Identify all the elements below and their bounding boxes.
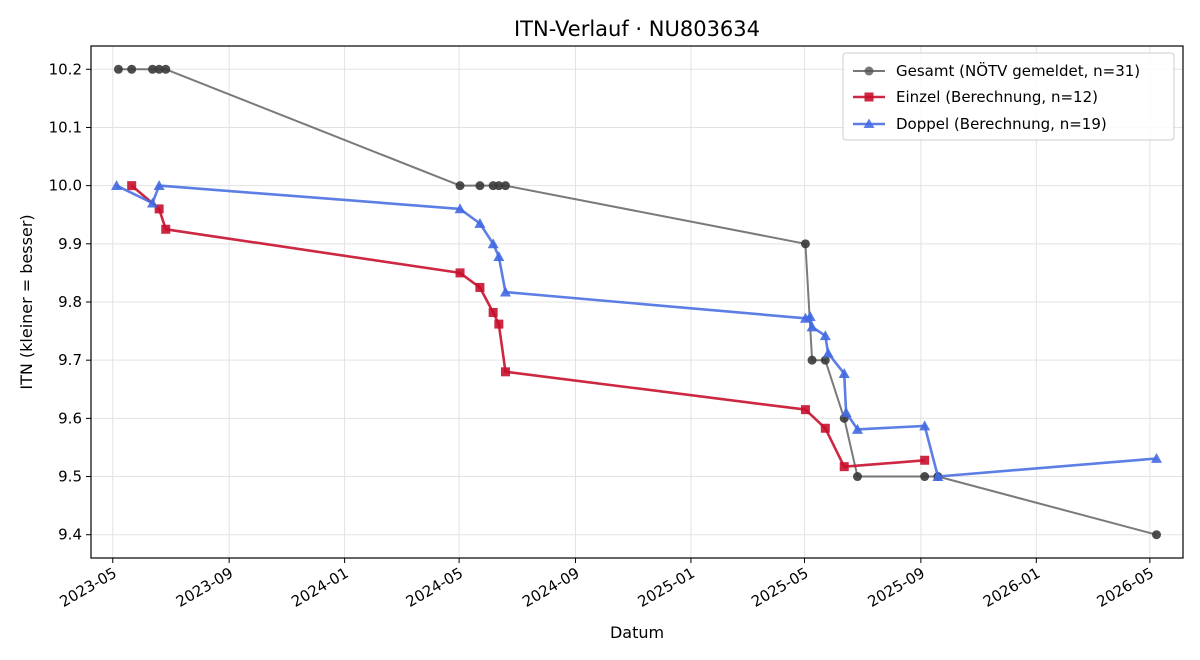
chart-title: ITN-Verlauf · NU803634	[514, 17, 760, 41]
data-point-gesamt	[800, 239, 810, 249]
data-point-doppel	[111, 180, 123, 191]
data-point-einzel	[488, 307, 498, 317]
y-axis: 9.4 9.5 9.6 9.7 9.8 9.9 10.0 10.1 10.2	[49, 60, 91, 544]
data-point-doppel	[806, 321, 818, 332]
data-point-gesamt	[920, 472, 930, 482]
y-tick-label: 9.5	[58, 468, 82, 486]
x-axis: 2023-05 2023-09 2024-01 2024-05 2024-09 2025-…	[56, 558, 1157, 611]
y-tick-label: 9.6	[58, 409, 82, 427]
data-point-doppel	[147, 197, 159, 208]
data-point-gesamt	[807, 355, 817, 365]
y-tick-label: 9.9	[58, 235, 82, 253]
data-point-doppel	[838, 368, 850, 378]
legend: Gesamt (NÖTV gemeldet, n=31) Einzel (Ber…	[842, 52, 1175, 141]
data-point-gesamt	[852, 472, 862, 482]
legend-label-doppel: Doppel (Berechnung, n=19)	[896, 115, 1107, 133]
series-doppel	[111, 180, 1163, 481]
legend-marker-doppel	[863, 118, 875, 128]
data-point-einzel	[494, 319, 504, 329]
y-tick-label: 10.1	[49, 118, 82, 136]
x-tick-label: 2025-09	[865, 564, 928, 611]
data-point-doppel	[851, 423, 863, 434]
legend-item-einzel: Einzel (Berechnung, n=12)	[853, 88, 1098, 106]
data-point-doppel	[487, 238, 499, 249]
data-point-einzel	[455, 268, 465, 278]
x-tick-label: 2025-01	[635, 564, 698, 611]
x-tick-label: 2024-09	[519, 564, 582, 611]
data-point-gesamt	[1152, 530, 1162, 540]
data-point-doppel	[819, 330, 831, 341]
data-point-doppel	[822, 347, 834, 358]
data-point-doppel	[493, 251, 505, 262]
data-point-gesamt	[127, 64, 137, 74]
data-point-einzel	[820, 423, 830, 433]
y-axis-label: ITN (kleiner = besser)	[17, 214, 36, 389]
legend-marker-einzel	[864, 92, 874, 102]
data-point-doppel	[454, 203, 466, 214]
data-point-einzel	[154, 204, 164, 214]
x-tick-label: 2023-05	[56, 564, 119, 611]
data-point-doppel	[474, 217, 486, 228]
y-tick-label: 9.7	[58, 351, 82, 369]
data-point-einzel	[920, 455, 930, 465]
data-point-einzel	[500, 367, 510, 377]
x-tick-label: 2026-05	[1094, 564, 1157, 611]
data-point-einzel	[800, 405, 810, 415]
y-tick-label: 9.8	[58, 293, 82, 311]
x-tick-label: 2023-09	[173, 564, 236, 611]
data-point-einzel	[839, 462, 849, 472]
legend-box	[842, 52, 1175, 141]
legend-item-gesamt: Gesamt (NÖTV gemeldet, n=31)	[853, 61, 1140, 80]
series-line-doppel	[115, 184, 1157, 478]
data-point-doppel	[153, 180, 165, 191]
legend-label-einzel: Einzel (Berechnung, n=12)	[896, 88, 1098, 106]
data-point-einzel	[161, 224, 171, 234]
legend-marker-gesamt	[864, 66, 874, 76]
y-tick-label: 9.4	[58, 526, 82, 544]
data-point-doppel	[919, 420, 931, 431]
legend-label-gesamt: Gesamt (NÖTV gemeldet, n=31)	[896, 61, 1140, 80]
x-tick-label: 2026-01	[980, 564, 1043, 611]
data-point-gesamt	[494, 181, 504, 191]
x-tick-label: 2025-05	[748, 564, 811, 611]
data-point-gesamt	[455, 181, 465, 191]
x-tick-label: 2024-01	[288, 564, 351, 611]
data-point-doppel	[499, 286, 511, 297]
data-point-doppel	[932, 471, 944, 481]
data-point-gesamt	[154, 64, 164, 74]
data-point-doppel	[840, 407, 852, 417]
data-point-doppel	[804, 311, 816, 321]
data-point-gesamt	[161, 64, 171, 74]
series-einzel	[127, 181, 930, 472]
y-tick-label: 10.2	[49, 60, 82, 78]
x-tick-label: 2024-05	[403, 564, 466, 611]
x-axis-label: Datum	[610, 623, 664, 642]
data-point-gesamt	[148, 64, 158, 74]
legend-item-doppel: Doppel (Berechnung, n=19)	[853, 115, 1107, 133]
data-point-doppel	[1151, 453, 1163, 463]
data-point-gesamt	[113, 64, 123, 74]
series-layer	[111, 64, 1163, 540]
grid	[91, 46, 1183, 558]
y-tick-label: 10.0	[49, 177, 82, 195]
data-point-einzel	[127, 181, 137, 191]
data-point-gesamt	[820, 355, 830, 365]
series-line-einzel	[130, 184, 925, 469]
data-point-einzel	[475, 282, 485, 292]
data-point-gesamt	[500, 181, 510, 191]
data-point-gesamt	[475, 181, 485, 191]
